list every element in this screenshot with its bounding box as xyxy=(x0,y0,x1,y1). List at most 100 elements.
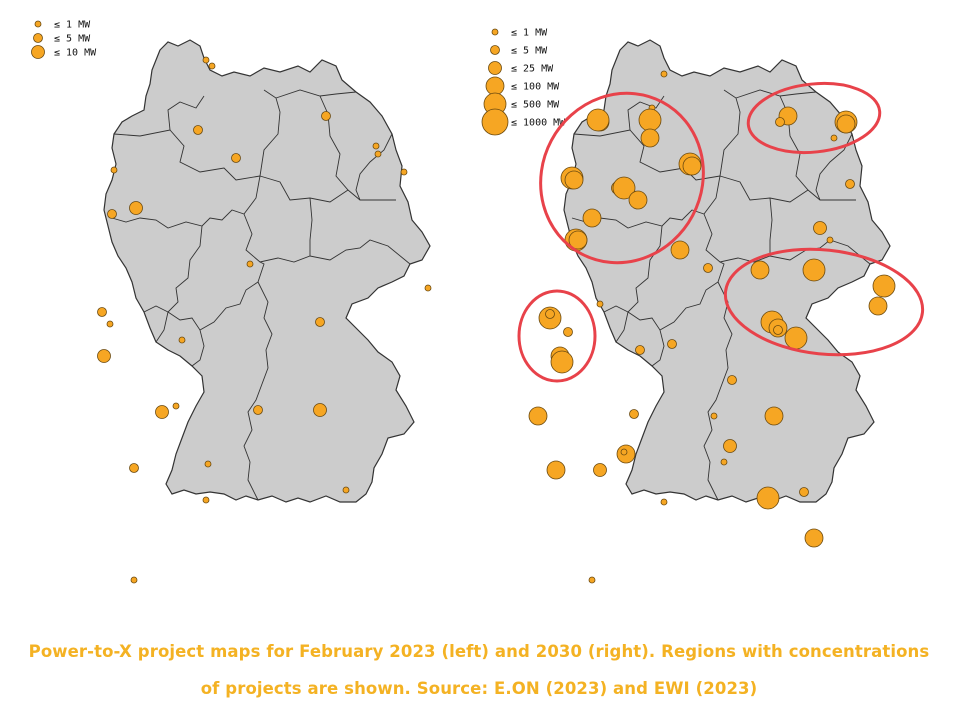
project-marker xyxy=(321,111,331,121)
project-marker xyxy=(872,274,896,298)
left-legend-label: ≤ 1 MW xyxy=(54,20,91,31)
region-east-ellipse xyxy=(723,247,925,357)
project-marker xyxy=(342,486,350,494)
project-marker xyxy=(750,260,770,280)
project-marker xyxy=(703,263,713,273)
right-legend-symbol xyxy=(490,45,500,55)
project-marker xyxy=(868,296,888,316)
project-marker xyxy=(773,325,783,335)
project-marker xyxy=(315,317,325,327)
region-northeast-ellipse xyxy=(746,81,882,155)
project-marker xyxy=(424,284,432,292)
right-legend-label: ≤ 5 MW xyxy=(511,46,548,57)
project-marker xyxy=(129,201,143,215)
project-marker xyxy=(628,190,648,210)
project-marker xyxy=(97,349,111,363)
project-marker xyxy=(802,258,826,282)
right-legend-symbol xyxy=(481,108,509,136)
right-legend-label: ≤ 25 MW xyxy=(511,64,554,75)
project-marker xyxy=(629,409,639,419)
caption-line-1: Power-to-X project maps for February 202… xyxy=(28,642,930,661)
project-marker xyxy=(563,327,573,337)
right-legend-symbol xyxy=(491,28,499,36)
project-marker xyxy=(546,460,566,480)
project-marker xyxy=(830,134,838,142)
project-marker xyxy=(568,230,588,250)
germany-outline-right xyxy=(563,39,891,503)
left-legend-label: ≤ 10 MW xyxy=(54,48,97,59)
project-marker xyxy=(202,56,210,64)
project-marker xyxy=(550,350,574,374)
caption-line-2: of projects are shown. Source: E.ON (202… xyxy=(200,679,758,698)
project-marker xyxy=(638,108,662,132)
project-marker xyxy=(660,498,668,506)
legend-left: ≤ 1 MW ≤ 5 MW ≤ 10 MW xyxy=(31,20,97,59)
project-marker xyxy=(640,128,660,148)
project-marker xyxy=(313,403,327,417)
project-marker xyxy=(374,150,382,158)
project-marker xyxy=(588,576,596,584)
project-marker xyxy=(110,166,118,174)
left-legend-label: ≤ 5 MW xyxy=(54,34,91,45)
region-west-ellipse xyxy=(517,289,597,383)
project-marker xyxy=(208,62,216,70)
project-marker xyxy=(710,412,718,420)
project-marker xyxy=(667,339,677,349)
project-marker xyxy=(723,439,737,453)
highlight-regions xyxy=(517,81,925,383)
left-legend-symbol xyxy=(33,33,43,43)
project-marker xyxy=(253,405,263,415)
project-marker xyxy=(845,179,855,189)
project-marker xyxy=(784,326,808,350)
project-marker xyxy=(635,345,645,355)
right-legend-label: ≤ 500 MW xyxy=(511,100,560,111)
project-marker xyxy=(799,487,809,497)
project-marker xyxy=(670,240,690,260)
project-marker xyxy=(586,108,610,132)
region-northwest-ellipse xyxy=(539,91,705,265)
project-marker xyxy=(593,463,607,477)
right-legend-label: ≤ 1 MW xyxy=(511,28,548,39)
right-legend-symbol xyxy=(485,76,505,96)
left-map xyxy=(97,39,432,584)
project-marker xyxy=(596,300,604,308)
project-marker xyxy=(836,114,856,134)
left-legend-symbol xyxy=(34,20,42,28)
right-legend-label: ≤ 1000 MW xyxy=(511,118,566,129)
germany-outline-left xyxy=(103,39,431,503)
project-marker xyxy=(564,170,584,190)
project-marker xyxy=(764,406,784,426)
project-marker xyxy=(130,576,138,584)
project-marker xyxy=(193,125,203,135)
project-marker xyxy=(612,176,636,200)
right-map xyxy=(528,39,896,584)
project-marker xyxy=(660,70,668,78)
project-marker xyxy=(620,448,628,456)
project-marker xyxy=(372,142,380,150)
project-marker xyxy=(107,209,117,219)
project-marker xyxy=(775,117,785,127)
project-marker xyxy=(528,406,548,426)
project-marker xyxy=(727,375,737,385)
project-marker xyxy=(826,236,834,244)
legend-right: ≤ 1 MW ≤ 5 MW ≤ 25 MW ≤ 100 MW ≤ 500 MW ≤ 100… xyxy=(481,28,566,136)
project-marker xyxy=(178,336,186,344)
project-markers-right xyxy=(528,70,896,584)
project-marker xyxy=(682,156,702,176)
project-marker xyxy=(204,460,212,468)
project-marker xyxy=(97,307,107,317)
right-legend-label: ≤ 100 MW xyxy=(511,82,560,93)
project-marker xyxy=(202,496,210,504)
project-marker xyxy=(756,486,780,510)
project-marker xyxy=(720,458,728,466)
project-marker xyxy=(400,168,408,176)
project-marker xyxy=(231,153,241,163)
project-marker xyxy=(172,402,180,410)
project-marker xyxy=(106,320,114,328)
left-legend-symbol xyxy=(31,45,45,59)
project-marker xyxy=(545,309,555,319)
project-marker xyxy=(155,405,169,419)
right-legend-symbol xyxy=(488,61,502,75)
project-marker xyxy=(813,221,827,235)
